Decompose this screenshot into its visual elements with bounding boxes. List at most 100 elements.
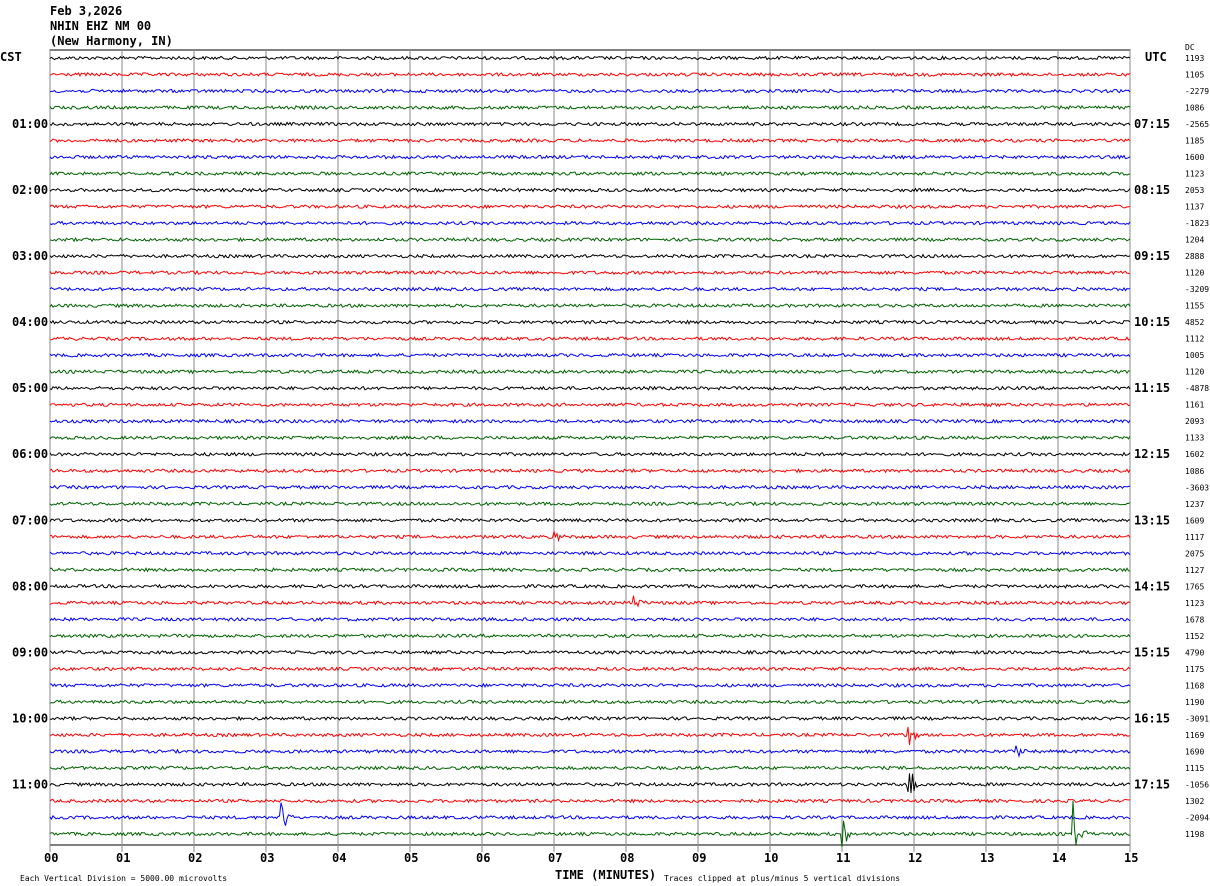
- trace-line: [49, 666, 1131, 672]
- dc-offset-label: 1193: [1185, 54, 1204, 63]
- x-tick-label: 07: [548, 851, 562, 865]
- trace-line: [49, 595, 1131, 608]
- cst-time-label: 09:00: [12, 645, 48, 659]
- dc-offset-label: 1168: [1185, 681, 1204, 690]
- dc-offset-label: 1105: [1185, 71, 1204, 80]
- trace-line: [49, 154, 1131, 160]
- utc-time-label: 16:15: [1134, 711, 1170, 725]
- x-axis-title: TIME (MINUTES): [555, 868, 656, 882]
- trace-line: [49, 616, 1131, 622]
- trace-line: [49, 529, 1131, 543]
- trace-line: [49, 369, 1131, 375]
- cst-time-label: 05:00: [12, 381, 48, 395]
- x-tick-label: 10: [764, 851, 778, 865]
- x-tick-label: 15: [1124, 851, 1138, 865]
- dc-offset-label: 2075: [1185, 549, 1204, 558]
- utc-time-label: 08:15: [1134, 183, 1170, 197]
- clip-note: Traces clipped at plus/minus 5 vertical …: [664, 874, 900, 883]
- cst-time-label: 03:00: [12, 249, 48, 263]
- trace-line: [49, 253, 1131, 259]
- dc-offset-label: -2279: [1185, 87, 1209, 96]
- trace-line: [49, 104, 1131, 111]
- x-tick-label: 03: [260, 851, 274, 865]
- utc-time-label: 09:15: [1134, 249, 1170, 263]
- dc-offset-label: 1198: [1185, 830, 1204, 839]
- dc-offset-label: 1690: [1185, 747, 1204, 756]
- x-tick-label: 06: [476, 851, 490, 865]
- trace-line: [49, 699, 1131, 705]
- dc-offset-label: -3603: [1185, 483, 1209, 492]
- dc-offset-label: 1678: [1185, 615, 1204, 624]
- dc-offset-label: 1123: [1185, 599, 1204, 608]
- trace-line: [49, 633, 1131, 639]
- trace-line: [49, 583, 1131, 589]
- dc-offset-label: 1005: [1185, 351, 1204, 360]
- dc-offset-label: 1302: [1185, 797, 1204, 806]
- utc-time-label: 12:15: [1134, 447, 1170, 461]
- cst-time-label: 06:00: [12, 447, 48, 461]
- trace-line: [49, 269, 1131, 276]
- trace-line: [49, 745, 1131, 758]
- dc-offset-label: 1120: [1185, 269, 1204, 278]
- trace-line: [49, 773, 1131, 794]
- trace-line: [49, 402, 1131, 408]
- plot-frame: [49, 49, 1131, 846]
- cst-time-label: 08:00: [12, 579, 48, 593]
- x-tick-label: 11: [836, 851, 850, 865]
- utc-time-label: 11:15: [1134, 381, 1170, 395]
- trace-line: [49, 550, 1131, 556]
- trace-line: [49, 170, 1131, 177]
- x-tick-label: 13: [980, 851, 994, 865]
- dc-offset-label: 1609: [1185, 516, 1204, 525]
- dc-offset-label: 1169: [1185, 731, 1204, 740]
- trace-line: [49, 798, 1131, 804]
- scale-note: Each Vertical Division = 5000.00 microvo…: [20, 874, 227, 883]
- x-tick-label: 02: [188, 851, 202, 865]
- dc-offset-label: 1185: [1185, 137, 1204, 146]
- trace-line: [49, 567, 1131, 573]
- dc-offset-label: 1155: [1185, 302, 1204, 311]
- cst-time-label: 02:00: [12, 183, 48, 197]
- x-tick-label: 05: [404, 851, 418, 865]
- x-tick-label: 00: [44, 851, 58, 865]
- date-title: Feb 3,2026: [50, 4, 123, 18]
- trace-line: [49, 682, 1131, 688]
- trace-line: [49, 451, 1131, 457]
- dc-offset-label: 1115: [1185, 764, 1204, 773]
- x-tick-label: 01: [116, 851, 130, 865]
- trace-line: [49, 55, 1131, 61]
- trace-line: [49, 286, 1131, 292]
- dc-offset-label: 1086: [1185, 104, 1204, 113]
- cst-time-label: 11:00: [12, 777, 48, 791]
- trace-line: [49, 484, 1131, 490]
- cst-time-label: 04:00: [12, 315, 48, 329]
- dc-offset-label: 4852: [1185, 318, 1204, 327]
- utc-time-label: 17:15: [1134, 777, 1170, 791]
- dc-offset-label: 1127: [1185, 566, 1204, 575]
- x-tick-label: 04: [332, 851, 346, 865]
- trace-line: [49, 385, 1131, 391]
- x-tick-label: 09: [692, 851, 706, 865]
- dc-offset-label: 1086: [1185, 467, 1204, 476]
- dc-offset-label: -1056: [1185, 780, 1209, 789]
- dc-offset-label: -3209: [1185, 285, 1209, 294]
- dc-offset-label: 1175: [1185, 665, 1204, 674]
- dc-offset-label: 1161: [1185, 401, 1204, 410]
- dc-offset-label: 4790: [1185, 648, 1204, 657]
- utc-time-label: 13:15: [1134, 513, 1170, 527]
- trace-line: [49, 336, 1131, 342]
- x-tick-label: 12: [908, 851, 922, 865]
- trace-line: [49, 203, 1131, 210]
- trace-line: [49, 303, 1131, 309]
- dc-offset-label: -2565: [1185, 120, 1209, 129]
- dc-offset-label: 1204: [1185, 236, 1204, 245]
- cst-time-label: 10:00: [12, 711, 48, 725]
- trace-line: [49, 435, 1131, 441]
- trace-line: [49, 187, 1131, 193]
- trace-line: [49, 649, 1131, 655]
- trace-line: [49, 802, 1131, 826]
- dc-header: DC: [1185, 43, 1195, 52]
- dc-offset-label: 1123: [1185, 170, 1204, 179]
- dc-offset-label: 1133: [1185, 434, 1204, 443]
